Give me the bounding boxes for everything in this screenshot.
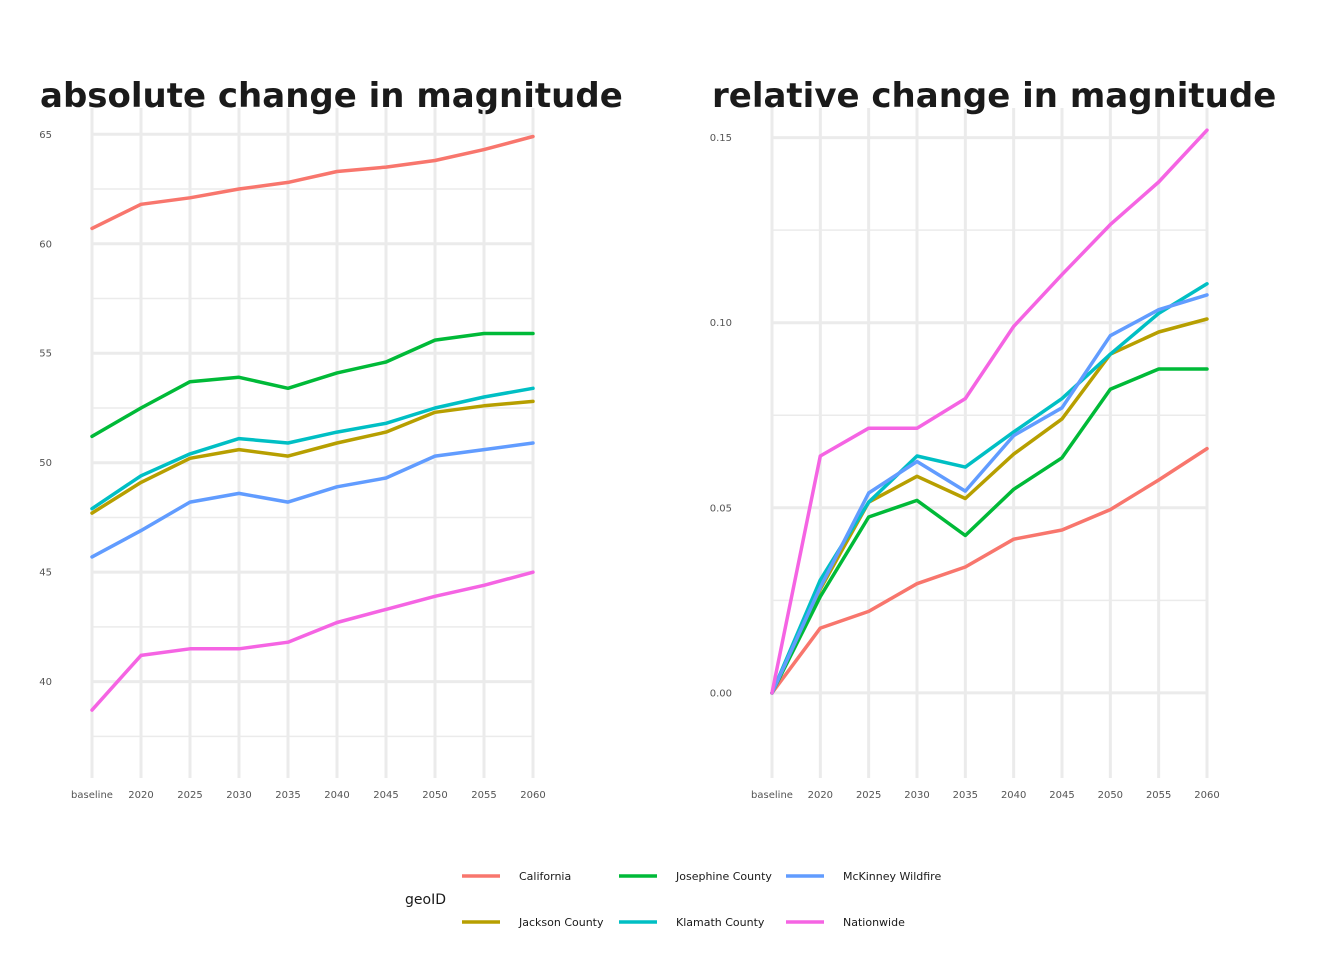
x-tick-label: baseline <box>71 790 113 801</box>
y-tick-label: 45 <box>39 568 52 579</box>
legend-label-josephine-county: Josephine County <box>675 870 772 883</box>
series-line-nationwide <box>90 570 535 712</box>
y-tick-label: 0.00 <box>710 688 732 699</box>
x-tick-label: 2060 <box>520 790 545 801</box>
legend-label-jackson-county: Jackson County <box>518 916 604 929</box>
y-tick-label: 0.05 <box>710 503 732 514</box>
x-tick-label: 2040 <box>1001 790 1026 801</box>
legend-label-nationwide: Nationwide <box>843 916 905 929</box>
x-tick-label: 2050 <box>422 790 447 801</box>
x-tick-label: 2050 <box>1098 790 1123 801</box>
grid: 40 45 50 55 60 65 baseline 2020 2025 2030 2035 2040… <box>39 108 546 801</box>
x-tick-label: 2045 <box>373 790 398 801</box>
x-tick-label: 2035 <box>953 790 978 801</box>
x-tick-label: 2020 <box>808 790 833 801</box>
y-tick-label: 40 <box>39 677 52 688</box>
series-line-nationwide <box>770 128 1209 695</box>
x-tick-label: 2030 <box>904 790 929 801</box>
legend-label-klamath-county: Klamath County <box>676 916 765 929</box>
x-tick-label: baseline <box>751 790 793 801</box>
x-tick-label: 2055 <box>1146 790 1171 801</box>
legend: geoID California Jackson County Josephine … <box>405 870 941 929</box>
series-line-california <box>770 446 1209 695</box>
series-line-mckinney-wildfire <box>770 293 1209 695</box>
series-line-josephine-county <box>90 331 535 439</box>
y-tick-label: 50 <box>39 458 52 469</box>
panel-relative: 0.00 0.05 0.10 0.15 baseline 2020 2025 2030 2035… <box>710 108 1220 801</box>
series-line-jackson-county <box>90 399 535 515</box>
x-tick-label: 2030 <box>226 790 251 801</box>
y-tick-label: 0.15 <box>710 133 732 144</box>
legend-label-california: California <box>519 870 571 883</box>
y-tick-label: 60 <box>39 239 52 250</box>
x-tick-label: 2020 <box>128 790 153 801</box>
x-tick-label: 2025 <box>177 790 202 801</box>
panel-absolute: 40 45 50 55 60 65 baseline 2020 2025 2030 2035 2040… <box>39 108 546 801</box>
series-line-mckinney-wildfire <box>90 441 535 559</box>
grid: 0.00 0.05 0.10 0.15 baseline 2020 2025 2030 2035… <box>710 108 1220 801</box>
series-line-josephine-county <box>770 367 1209 695</box>
x-tick-label: 2055 <box>471 790 496 801</box>
series-line-klamath-county <box>90 386 535 511</box>
x-tick-label: 2035 <box>275 790 300 801</box>
y-tick-label: 55 <box>39 349 52 360</box>
panel-title-absolute: absolute change in magnitude <box>40 76 623 116</box>
series-line-california <box>90 134 535 231</box>
y-tick-label: 65 <box>39 130 52 141</box>
series-line-jackson-county <box>770 317 1209 695</box>
y-tick-label: 0.10 <box>710 318 732 329</box>
x-tick-label: 2060 <box>1194 790 1219 801</box>
x-tick-label: 2045 <box>1049 790 1074 801</box>
legend-label-mckinney-wildfire: McKinney Wildfire <box>843 870 941 883</box>
panel-title-relative: relative change in magnitude <box>712 76 1276 116</box>
x-tick-label: 2040 <box>324 790 349 801</box>
x-tick-label: 2025 <box>856 790 881 801</box>
legend-title: geoID <box>405 892 446 908</box>
